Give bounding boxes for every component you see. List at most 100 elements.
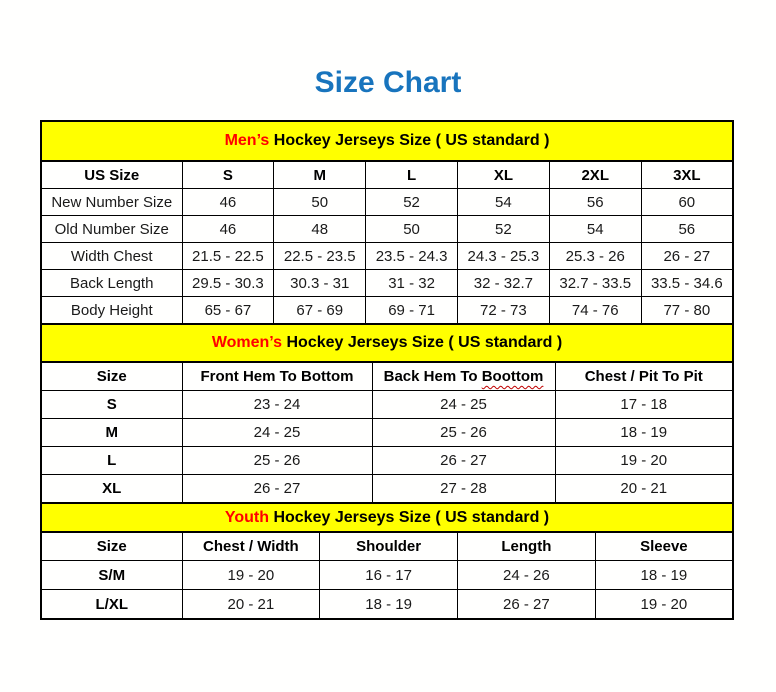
cell: 24 - 25 (181, 418, 373, 447)
cell: 17 - 18 (554, 390, 734, 419)
table-row: S/M 19 - 20 16 - 17 24 - 26 18 - 19 (40, 560, 734, 590)
womens-col-header-back-hem: Back Hem To Boottom (371, 361, 556, 391)
page-title: Size Chart (314, 66, 462, 99)
cell: 60 (640, 188, 734, 216)
cell: 72 - 73 (456, 296, 550, 325)
cell: 50 (273, 188, 367, 216)
cell: 26 - 27 (181, 474, 373, 504)
youth-size-table: Youth Hockey Jerseys Size ( US standard … (40, 502, 734, 620)
cell: 32 - 32.7 (456, 269, 550, 297)
table-row: S 23 - 24 24 - 25 17 - 18 (40, 390, 734, 419)
womens-section-highlight: Women’s (211, 334, 283, 351)
youth-row-label: L/XL (40, 589, 183, 620)
womens-section-title: Hockey Jerseys Size ( US standard ) (282, 334, 563, 351)
table-row: Old Number Size 46 48 50 52 54 56 (40, 215, 734, 243)
table-row: New Number Size 46 50 52 54 56 60 (40, 188, 734, 216)
youth-section-title: Hockey Jerseys Size ( US standard ) (269, 508, 550, 526)
cell: 26 - 27 (371, 446, 556, 475)
womens-size-table: Women’s Hockey Jerseys Size ( US standar… (40, 323, 734, 504)
table-row: XL 26 - 27 27 - 28 20 - 21 (40, 474, 734, 504)
cell: 69 - 71 (365, 296, 458, 325)
cell: 26 - 27 (640, 242, 734, 270)
cell: 52 (456, 215, 550, 243)
mens-col-header-m: M (273, 160, 367, 189)
cell: 25.3 - 26 (548, 242, 642, 270)
table-row: L 25 - 26 26 - 27 19 - 20 (40, 446, 734, 475)
womens-header-row: Size Front Hem To Bottom Back Hem To Boo… (40, 361, 734, 391)
cell: 19 - 20 (181, 560, 321, 590)
cell: 48 (273, 215, 367, 243)
cell: 54 (456, 188, 550, 216)
size-chart-tables: Men’s Hockey Jerseys Size ( US standard … (40, 120, 734, 620)
table-row: Width Chest 21.5 - 22.5 22.5 - 23.5 23.5… (40, 242, 734, 270)
mens-row-label: Body Height (40, 296, 183, 325)
cell: 26 - 27 (457, 589, 596, 620)
cell: 50 (365, 215, 458, 243)
mens-header-row: US Size S M L XL 2XL 3XL (40, 160, 734, 189)
womens-col-header-chest: Chest / Pit To Pit (554, 361, 734, 391)
youth-col-header-shoulder: Shoulder (319, 531, 458, 561)
cell: 27 - 28 (371, 474, 556, 504)
table-row: Back Length 29.5 - 30.3 30.3 - 31 31 - 3… (40, 269, 734, 297)
cell: 24.3 - 25.3 (456, 242, 550, 270)
back-hem-text: Back Hem To (383, 368, 482, 385)
womens-row-label: S (40, 390, 183, 419)
cell: 20 - 21 (181, 589, 321, 620)
cell: 18 - 19 (554, 418, 734, 447)
mens-section-title: Hockey Jerseys Size ( US standard ) (269, 132, 550, 149)
table-row: M 24 - 25 25 - 26 18 - 19 (40, 418, 734, 447)
womens-col-header-size: Size (40, 361, 183, 391)
womens-band-row: Women’s Hockey Jerseys Size ( US standar… (40, 323, 734, 363)
cell: 20 - 21 (554, 474, 734, 504)
mens-col-header-3xl: 3XL (640, 160, 734, 189)
youth-col-header-length: Length (457, 531, 596, 561)
womens-row-label: L (40, 446, 183, 475)
womens-row-label: M (40, 418, 183, 447)
mens-section-highlight: Men’s (224, 132, 270, 149)
womens-col-header-front-hem: Front Hem To Bottom (181, 361, 373, 391)
cell: 31 - 32 (365, 269, 458, 297)
mens-size-table: Men’s Hockey Jerseys Size ( US standard … (40, 120, 734, 325)
cell: 33.5 - 34.6 (640, 269, 734, 297)
cell: 25 - 26 (181, 446, 373, 475)
mens-col-header-s: S (181, 160, 275, 189)
youth-row-label: S/M (40, 560, 183, 590)
youth-col-header-chest-width: Chest / Width (181, 531, 321, 561)
cell: 46 (181, 188, 275, 216)
table-row: L/XL 20 - 21 18 - 19 26 - 27 19 - 20 (40, 589, 734, 620)
youth-col-header-size: Size (40, 531, 183, 561)
mens-row-label: Old Number Size (40, 215, 183, 243)
cell: 21.5 - 22.5 (181, 242, 275, 270)
cell: 56 (548, 188, 642, 216)
youth-col-header-sleeve: Sleeve (594, 531, 734, 561)
mens-band-row: Men’s Hockey Jerseys Size ( US standard … (40, 120, 734, 162)
cell: 23.5 - 24.3 (365, 242, 458, 270)
back-hem-misspelled-word: Boottom (481, 368, 544, 385)
cell: 56 (640, 215, 734, 243)
cell: 22.5 - 23.5 (273, 242, 367, 270)
cell: 24 - 26 (457, 560, 596, 590)
cell: 23 - 24 (181, 390, 373, 419)
cell: 24 - 25 (371, 390, 556, 419)
cell: 29.5 - 30.3 (181, 269, 275, 297)
cell: 16 - 17 (319, 560, 458, 590)
cell: 54 (548, 215, 642, 243)
cell: 32.7 - 33.5 (548, 269, 642, 297)
cell: 19 - 20 (594, 589, 734, 620)
cell: 30.3 - 31 (273, 269, 367, 297)
mens-col-header-xl: XL (456, 160, 550, 189)
youth-band-row: Youth Hockey Jerseys Size ( US standard … (40, 502, 734, 533)
cell: 18 - 19 (319, 589, 458, 620)
cell: 19 - 20 (554, 446, 734, 475)
cell: 25 - 26 (371, 418, 556, 447)
cell: 52 (365, 188, 458, 216)
youth-section-header: Youth Hockey Jerseys Size ( US standard … (40, 502, 734, 533)
cell: 46 (181, 215, 275, 243)
mens-section-header: Men’s Hockey Jerseys Size ( US standard … (40, 120, 734, 162)
mens-row-label: Back Length (40, 269, 183, 297)
youth-section-highlight: Youth (224, 508, 269, 526)
mens-col-header-us-size: US Size (40, 160, 183, 189)
cell: 77 - 80 (640, 296, 734, 325)
youth-header-row: Size Chest / Width Shoulder Length Sleev… (40, 531, 734, 561)
cell: 74 - 76 (548, 296, 642, 325)
